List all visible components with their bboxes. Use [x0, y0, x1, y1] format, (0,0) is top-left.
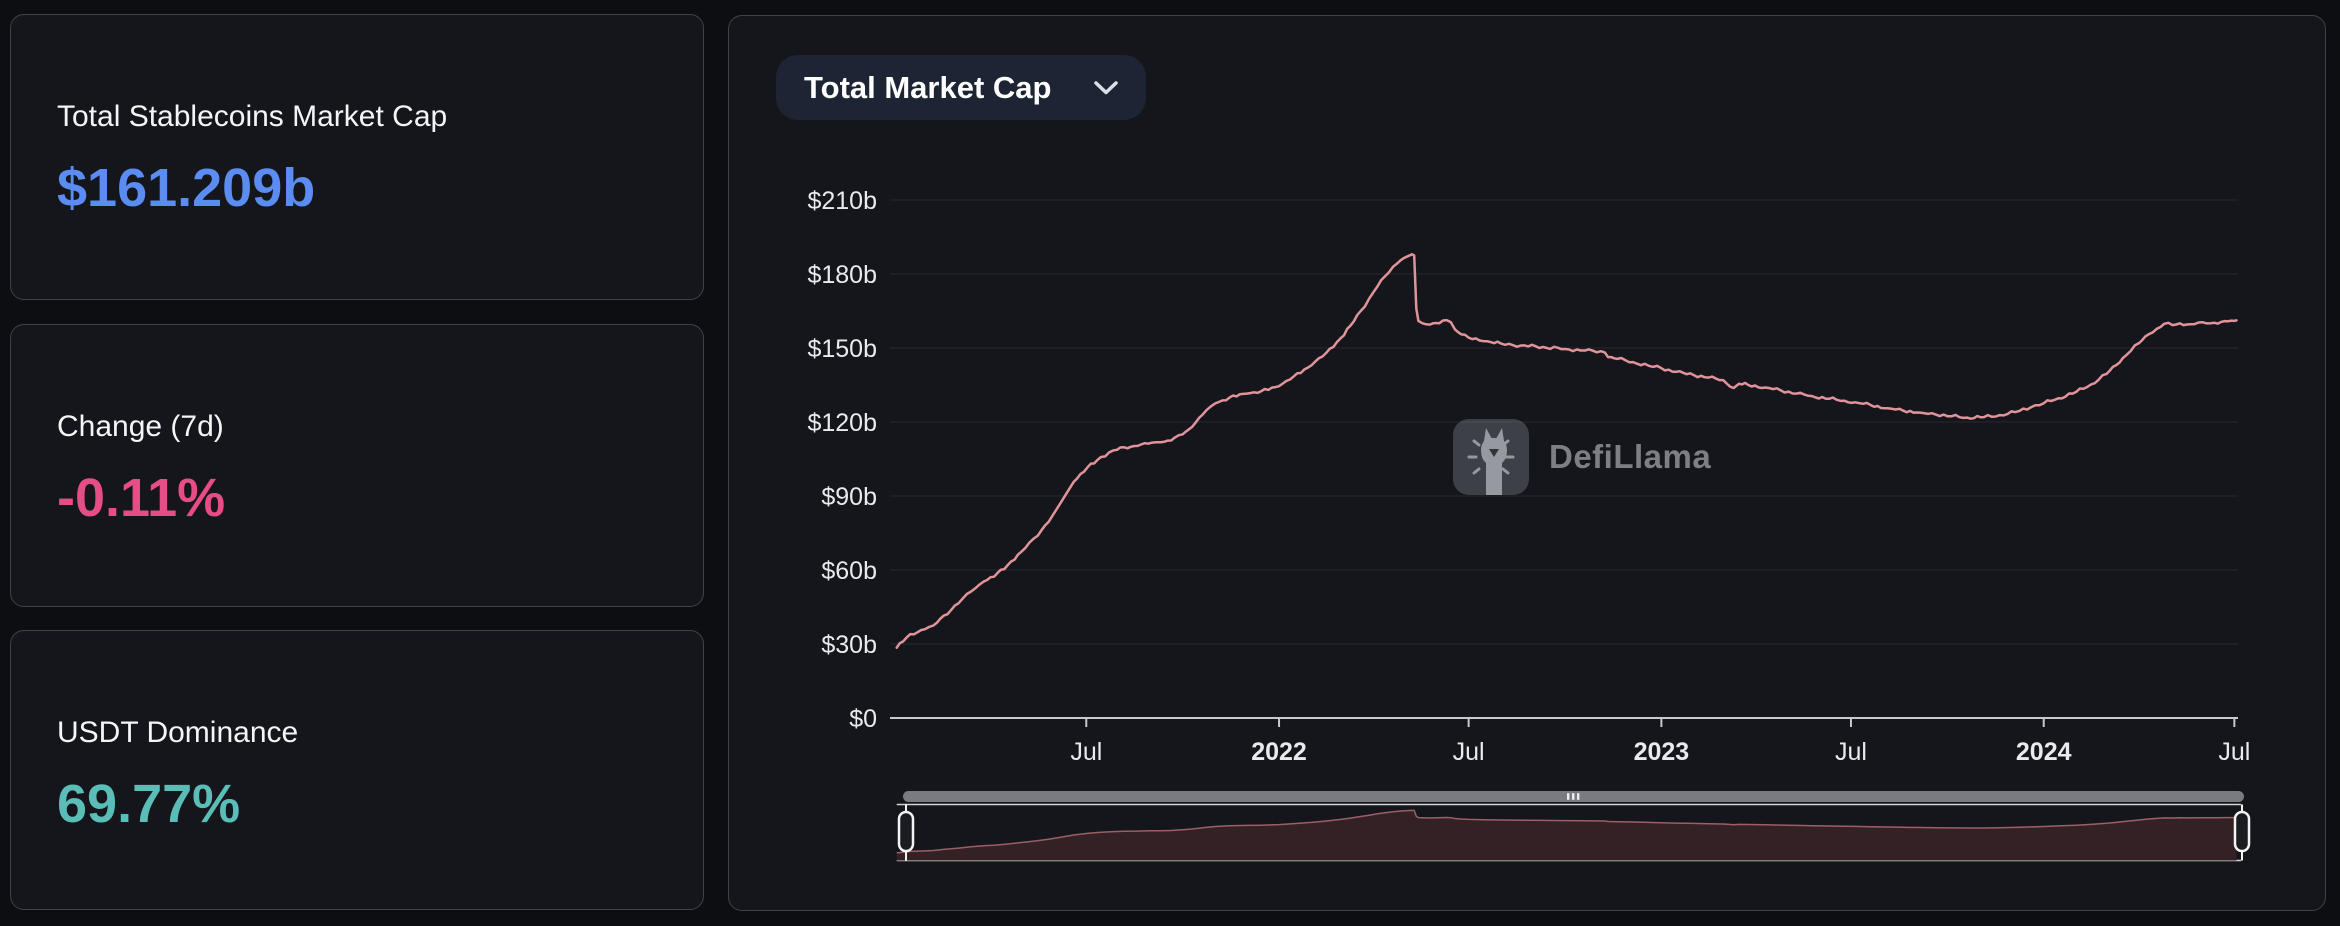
stat-card-usdt-dominance: USDT Dominance 69.77% — [10, 630, 704, 910]
brush-area-outline — [896, 809, 2237, 854]
svg-text:$180b: $180b — [807, 261, 877, 289]
chart-metric-dropdown[interactable]: Total Market Cap — [776, 55, 1146, 120]
stat-value: $161.209b — [57, 158, 316, 218]
svg-text:Jul: Jul — [1070, 738, 1102, 766]
chart-y-axis-labels: $0 $30b $60b $90b $120b $150b $180b $210b — [807, 187, 877, 733]
svg-text:Jul: Jul — [1453, 738, 1485, 766]
svg-text:2024: 2024 — [2016, 738, 2072, 766]
chart-hover-area[interactable] — [890, 186, 2238, 718]
svg-text:Jul: Jul — [1835, 738, 1867, 766]
stat-label: Total Stablecoins Market Cap — [57, 100, 448, 133]
svg-text:$60b: $60b — [821, 557, 877, 585]
stat-card-content: Total Stablecoins Market Cap $161.209b — [11, 15, 703, 219]
svg-text:$0: $0 — [849, 705, 877, 733]
defillama-logo-icon — [1453, 419, 1529, 495]
market-cap-chart: $0 $30b $60b $90b $120b $150b $180b $210b Jul 20… — [807, 186, 2251, 862]
watermark-text: DefiLlama — [1549, 438, 1711, 476]
market-cap-line-series — [895, 253, 2238, 649]
stat-card-total-mcap: Total Stablecoins Market Cap $161.209b — [10, 14, 704, 300]
brush-scrollbar-grip-icon — [1567, 793, 1580, 800]
svg-text:$120b: $120b — [807, 409, 877, 437]
stat-card-content: USDT Dominance 69.77% — [11, 631, 703, 835]
brush-area-series[interactable] — [896, 810, 2237, 861]
stat-label: USDT Dominance — [57, 716, 299, 749]
svg-text:$150b: $150b — [807, 335, 877, 363]
brush-left-handle[interactable] — [897, 804, 915, 861]
svg-text:Jul: Jul — [2218, 738, 2250, 766]
chevron-down-icon — [1094, 80, 1118, 94]
svg-text:$30b: $30b — [821, 631, 877, 659]
stat-value: 69.77% — [57, 774, 241, 834]
svg-text:2023: 2023 — [1634, 738, 1690, 766]
chart-metric-dropdown-label: Total Market Cap — [804, 69, 1052, 105]
svg-text:2022: 2022 — [1251, 738, 1307, 766]
chart-x-axis: Jul 2022 Jul 2023 Jul 2024 Jul — [890, 717, 2250, 766]
chart-panel: Total Market Cap DefiLlama $0 $30b $60b $90… — [728, 15, 2326, 911]
chart-gridlines — [890, 199, 2238, 645]
svg-text:$210b: $210b — [807, 187, 877, 215]
defillama-watermark: DefiLlama — [1453, 419, 1711, 495]
brush-right-handle[interactable] — [2233, 804, 2251, 861]
stat-card-change-7d: Change (7d) -0.11% — [10, 324, 704, 607]
stat-value: -0.11% — [57, 468, 226, 528]
stat-card-content: Change (7d) -0.11% — [11, 325, 703, 529]
stat-label: Change (7d) — [57, 410, 224, 443]
brush-minimap — [896, 791, 2251, 862]
svg-text:$90b: $90b — [821, 483, 877, 511]
